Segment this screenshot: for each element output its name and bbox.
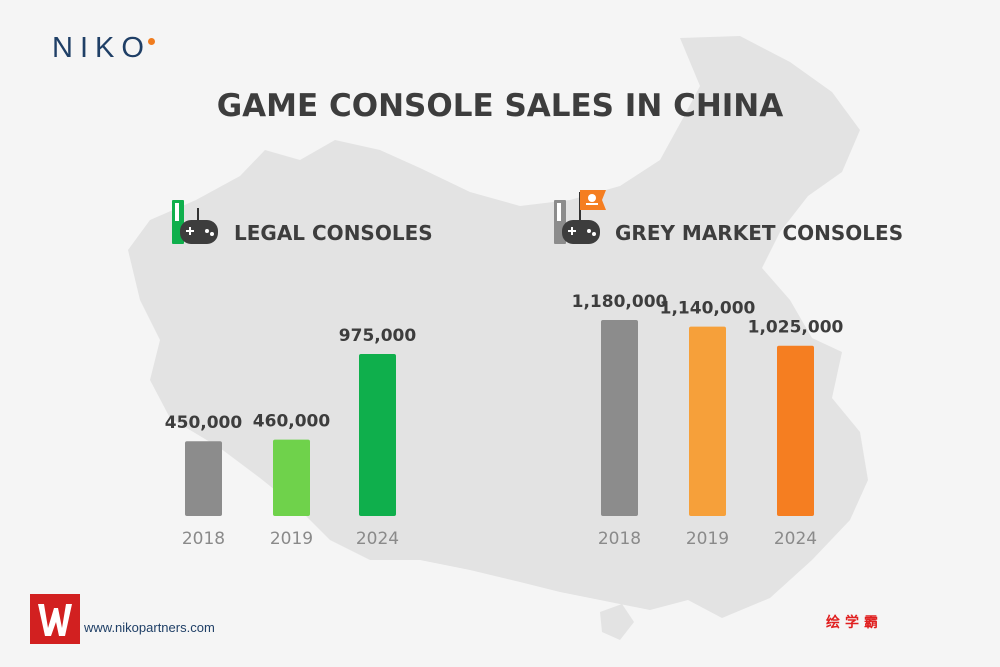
grey-market-consoles-heading: GREY MARKET CONSOLES <box>615 221 904 245</box>
legal-category-label-2024: 2024 <box>356 529 399 549</box>
footer-url[interactable]: www.nikopartners.com <box>84 620 215 635</box>
legal-value-label-2018: 450,000 <box>165 413 243 433</box>
legal-consoles-heading: LEGAL CONSOLES <box>234 221 433 245</box>
page-title: GAME CONSOLE SALES IN CHINA <box>216 88 784 124</box>
grey-bar-2019 <box>689 326 726 516</box>
publisher-logo <box>30 594 80 644</box>
legal-bar-2019 <box>273 439 310 516</box>
grey-category-label-2024: 2024 <box>774 529 817 549</box>
legal-value-label-2019: 460,000 <box>253 412 331 432</box>
grey-value-label-2024: 1,025,000 <box>748 318 844 338</box>
legal-bar-2018 <box>185 441 222 516</box>
grey-value-label-2019: 1,140,000 <box>660 299 756 319</box>
pirate-controller-icon <box>554 190 606 244</box>
legal-value-label-2024: 975,000 <box>339 326 417 346</box>
grey-value-label-2018: 1,180,000 <box>572 292 668 312</box>
grey-bar-2018 <box>601 319 638 516</box>
grey-category-label-2019: 2019 <box>686 529 729 549</box>
grey-bar-2024 <box>777 345 814 516</box>
logo-accent-dot <box>148 38 155 45</box>
legal-category-label-2018: 2018 <box>182 529 225 549</box>
legal-category-label-2019: 2019 <box>270 529 313 549</box>
grey-category-label-2018: 2018 <box>598 529 641 549</box>
controller-icon <box>172 200 218 244</box>
niko-logo: NIKO <box>52 32 151 64</box>
legal-bar-2024 <box>359 354 396 516</box>
watermark-text: 绘学霸 <box>826 615 883 631</box>
